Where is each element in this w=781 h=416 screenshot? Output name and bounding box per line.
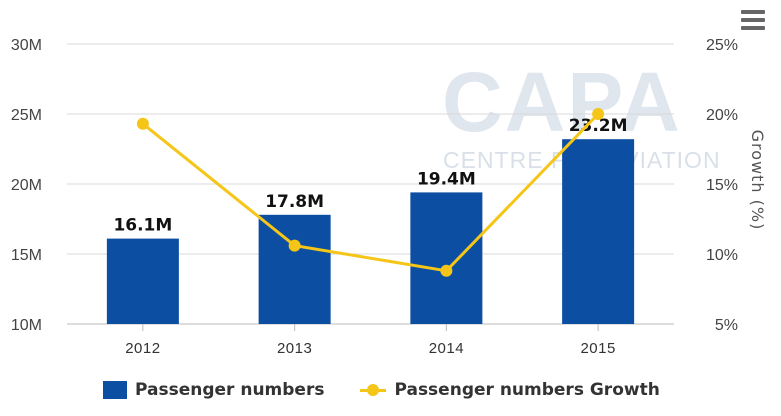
y-right-tick-label: 10% [706, 247, 738, 264]
growth-point [440, 264, 453, 277]
y-left-tick-label: 25M [11, 107, 42, 124]
x-tick-label: 2012 [125, 340, 160, 357]
x-tick-label: 2014 [429, 340, 464, 357]
growth-point [592, 108, 605, 120]
x-tick-label: 2013 [277, 340, 312, 357]
x-axis: 2012 2013 2014 2015 [67, 323, 674, 357]
legend-line-swatch [360, 381, 387, 399]
growth-line-series [136, 108, 605, 277]
legend-bar-swatch [103, 381, 127, 399]
y-right-tick-label: 5% [715, 317, 738, 334]
y-left-tick-label: 20M [11, 177, 42, 194]
y-axis-left: 10M 15M 20M 25M 30M [11, 37, 42, 334]
y-axis-right: 5% 10% 15% 20% 25% [706, 37, 738, 334]
right-axis-title: Growth (%) [748, 130, 767, 231]
y-right-tick-label: 20% [706, 107, 738, 124]
y-left-tick-label: 10M [11, 317, 42, 334]
bar-series [106, 139, 635, 324]
legend-item-passengers[interactable]: Passenger numbers [103, 380, 324, 400]
growth-point [136, 117, 149, 130]
x-tick-label: 2015 [580, 340, 615, 357]
bar [410, 192, 483, 324]
bar [562, 139, 635, 324]
y-right-tick-label: 15% [706, 177, 738, 194]
bar-data-label: 16.1M [113, 216, 172, 236]
y-left-tick-label: 30M [11, 37, 42, 54]
bar [106, 238, 179, 324]
hamburger-menu-icon[interactable] [741, 10, 765, 32]
watermark-big: CAPA [442, 55, 682, 149]
legend: Passenger numbers Passenger numbers Grow… [103, 380, 696, 400]
legend-label-passengers: Passenger numbers [135, 380, 325, 400]
y-left-tick-label: 15M [11, 247, 42, 264]
y-right-tick-label: 25% [706, 37, 738, 54]
legend-label-growth: Passenger numbers Growth [394, 380, 660, 400]
bar [258, 214, 331, 324]
legend-item-growth[interactable]: Passenger numbers Growth [360, 380, 660, 400]
bar-data-label: 17.8M [265, 192, 324, 212]
bar-data-label: 19.4M [417, 169, 476, 189]
growth-point [288, 239, 301, 252]
growth-line [141, 112, 600, 273]
